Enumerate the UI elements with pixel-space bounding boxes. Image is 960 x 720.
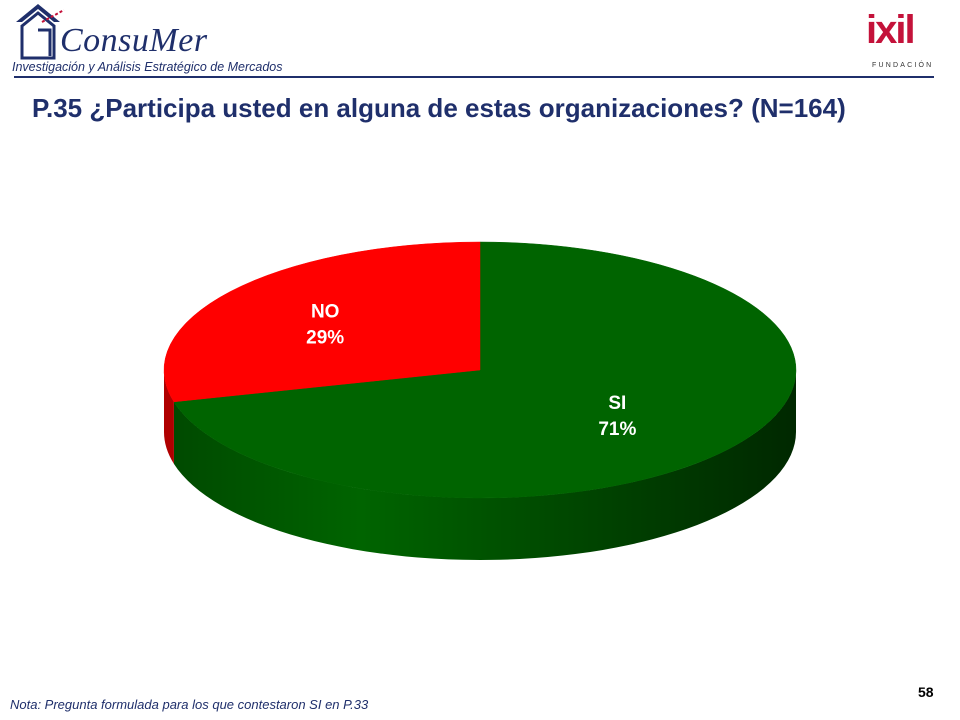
pie-sides — [164, 370, 796, 560]
consumer-logo-tagline: Investigación y Análisis Estratégico de … — [12, 60, 283, 74]
ixil-logo-word: ixil — [866, 8, 916, 52]
ixil-logo-subtitle: FUNDACIÓN — [872, 62, 934, 69]
ixil-foundation-logo: ixil FUNDACIÓN — [860, 6, 940, 76]
consumer-logo: ConsuMer Investigación y Análisis Estrat… — [8, 0, 298, 80]
pie-tops — [163, 241, 797, 499]
pie-slice-no — [163, 241, 481, 403]
consumer-logo-name: ConsuMer — [60, 22, 208, 59]
page-number: 58 — [918, 684, 934, 700]
pie-side-no — [164, 370, 174, 464]
pie-label-value-no: 29% — [306, 327, 344, 348]
pie-label-value-si: 71% — [598, 419, 636, 440]
pie-side-si — [173, 370, 796, 560]
header-divider — [14, 76, 934, 78]
pie-chart: SI 71% NO 29% — [163, 241, 797, 560]
page-title: P.35 ¿Participa usted en alguna de estas… — [32, 93, 846, 123]
pie-labels: SI 71% NO 29% — [306, 301, 636, 440]
footnote: Nota: Pregunta formulada para los que co… — [10, 697, 369, 712]
pie-slice-si — [173, 241, 797, 499]
pie-label-category-si: SI — [608, 393, 626, 414]
house-logo-icon — [16, 4, 65, 60]
pie-label-category-no: NO — [311, 301, 340, 322]
